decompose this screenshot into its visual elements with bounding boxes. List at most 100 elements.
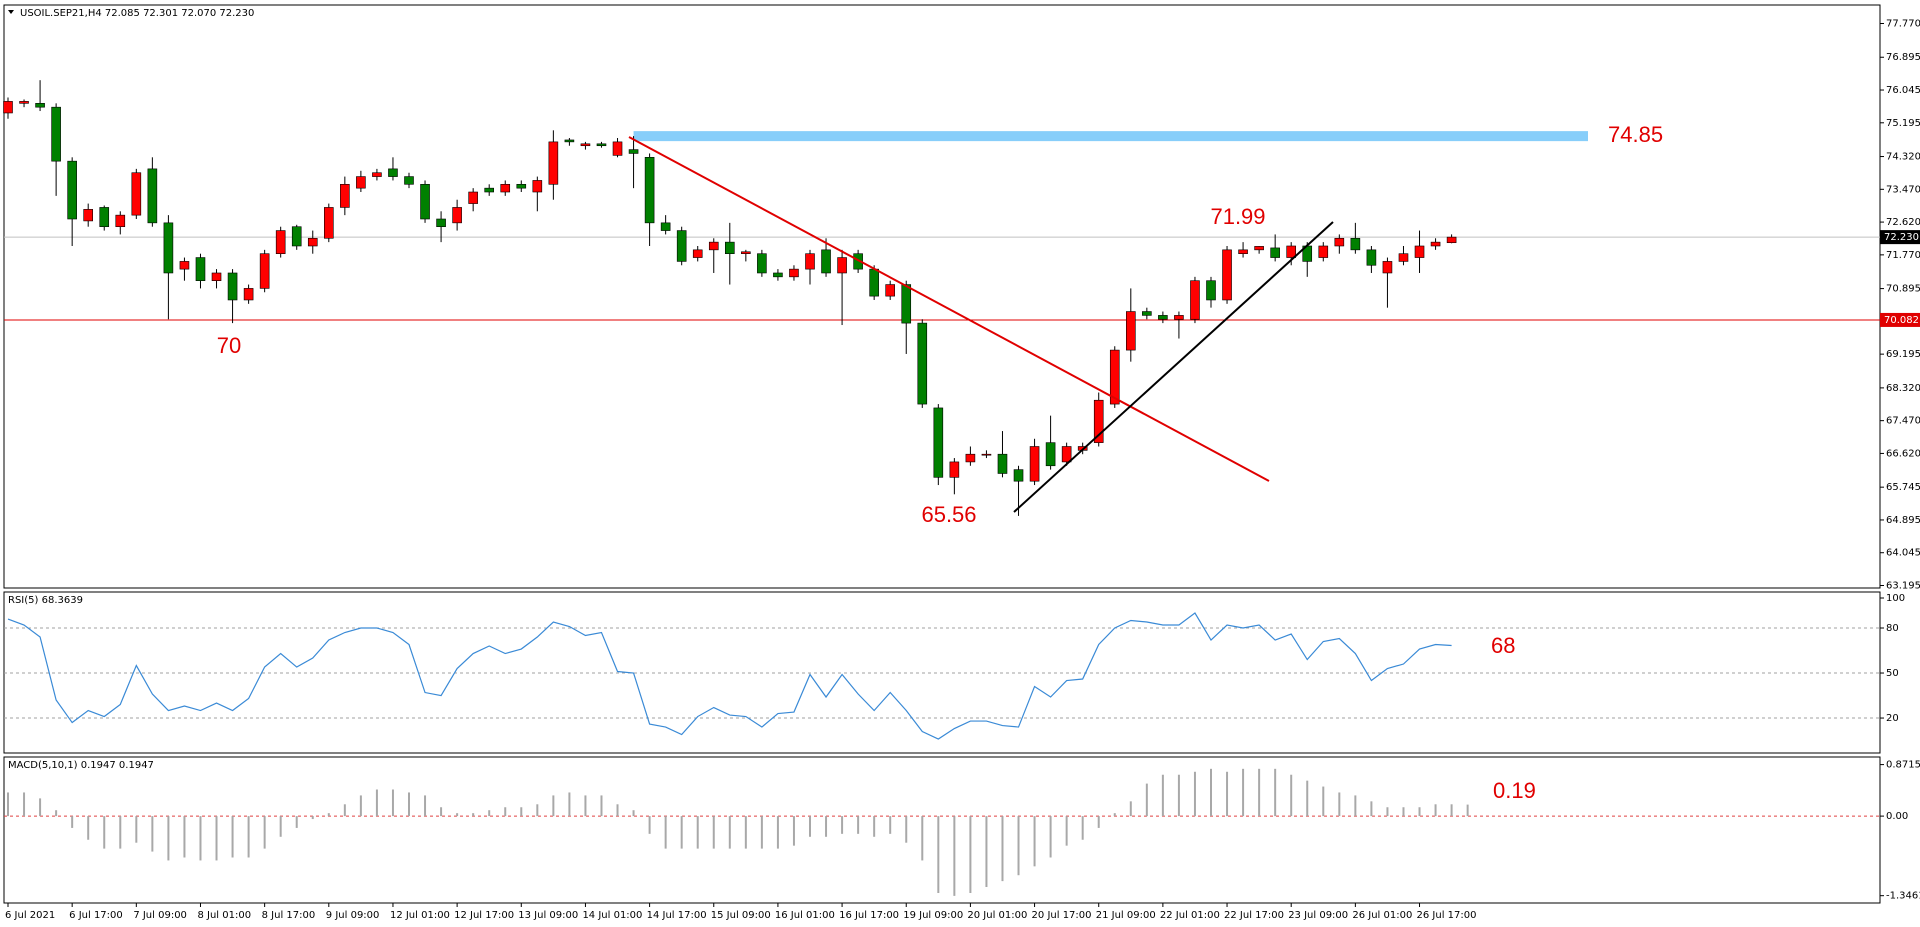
candle-body — [500, 183, 511, 193]
candle-body — [612, 141, 623, 156]
candle-body — [837, 257, 847, 274]
x-tick-label: 6 Jul 2021 — [5, 910, 55, 921]
y-tick-label: 75.195 — [1886, 118, 1920, 129]
candle-body — [291, 226, 302, 247]
y-tick-label: 76.045 — [1886, 85, 1920, 96]
candle-body — [644, 157, 655, 224]
x-tick-label: 14 Jul 01:00 — [582, 910, 642, 921]
candle-body — [388, 168, 398, 177]
candle-body — [179, 261, 190, 270]
y-tick-label: 72.620 — [1886, 217, 1920, 228]
y-tick-label: 77.770 — [1886, 19, 1920, 30]
candle-body — [1350, 237, 1361, 251]
x-tick-label: 12 Jul 17:00 — [454, 910, 514, 921]
y-tick-label: 71.770 — [1886, 250, 1920, 261]
candle-body — [580, 143, 591, 147]
candle-body — [163, 222, 174, 274]
candle-body — [147, 168, 158, 224]
candle-body — [532, 180, 543, 193]
candle-body — [484, 187, 495, 193]
candle-body — [869, 268, 879, 297]
candle-body — [933, 407, 944, 478]
candle-body — [420, 183, 430, 220]
candle-body — [1414, 245, 1425, 258]
candle-body — [195, 257, 206, 281]
trend-line — [1013, 221, 1334, 513]
candle-body — [404, 176, 414, 185]
price-tag — [1880, 230, 1920, 245]
y-tick-label: 67.470 — [1886, 416, 1920, 427]
x-tick-label: 21 Jul 09:00 — [1096, 910, 1156, 921]
candle-body — [1382, 261, 1393, 274]
x-tick-label: 7 Jul 09:00 — [133, 910, 187, 921]
candle-body — [259, 253, 270, 289]
rsi-line — [7, 612, 1452, 740]
y-tick-label: 64.895 — [1886, 515, 1920, 526]
candle-body — [340, 183, 350, 208]
x-tick-label: 8 Jul 01:00 — [197, 910, 251, 921]
candle-body — [708, 241, 719, 251]
candle-body — [949, 461, 960, 478]
x-tick-label: 22 Jul 17:00 — [1224, 910, 1284, 921]
candle-body — [773, 272, 783, 278]
annotation: 68 — [1491, 633, 1515, 658]
trend-line — [628, 136, 1270, 482]
y-tick-label: 0.00 — [1886, 811, 1908, 822]
candle-body — [596, 143, 607, 147]
candle-body — [227, 272, 238, 301]
candle-body — [564, 139, 575, 143]
candle-body — [1238, 249, 1248, 255]
candle-body — [356, 176, 366, 189]
candle-body — [307, 237, 318, 247]
menu-arrow[interactable] — [8, 10, 14, 14]
y-tick-label: 80 — [1886, 623, 1899, 634]
candle-body — [692, 249, 703, 258]
candle-body — [1446, 236, 1457, 244]
candle-body — [3, 101, 13, 114]
candle-body — [211, 272, 222, 281]
y-tick-label: 100 — [1886, 593, 1905, 604]
candle-body — [1061, 446, 1072, 463]
y-tick-label: 74.320 — [1886, 152, 1920, 163]
candle-body — [917, 322, 928, 405]
x-tick-label: 12 Jul 01:00 — [390, 910, 450, 921]
panel-title: MACD(5,10,1) 0.1947 0.1947 — [8, 760, 154, 771]
candle-body — [19, 101, 29, 104]
y-tick-label: 70.895 — [1886, 284, 1920, 295]
x-tick-label: 23 Jul 09:00 — [1288, 910, 1348, 921]
candle-body — [981, 453, 992, 456]
candle-body — [1126, 311, 1136, 351]
panel-frame — [3, 591, 1881, 754]
y-tick-label: 0.8715 — [1886, 760, 1920, 771]
x-tick-label: 16 Jul 17:00 — [839, 910, 899, 921]
candle-body — [323, 207, 334, 239]
candle-body — [1206, 280, 1216, 301]
candle-body — [1270, 247, 1280, 258]
annotation: 65.56 — [921, 502, 976, 527]
candle-body — [131, 172, 142, 216]
y-tick-label: 50 — [1886, 668, 1899, 679]
y-tick-label: 76.895 — [1886, 52, 1920, 63]
x-tick-label: 9 Jul 09:00 — [326, 910, 380, 921]
candle-body — [789, 268, 799, 278]
candle-body — [1334, 237, 1345, 247]
annotation: 0.19 — [1493, 778, 1536, 803]
candle-body — [660, 222, 671, 231]
candle-body — [997, 453, 1008, 474]
annotation: 70 — [217, 333, 241, 358]
candle-body — [1286, 245, 1296, 258]
candle-body — [1029, 446, 1040, 482]
candle-body — [1109, 349, 1120, 405]
candle-body — [243, 288, 254, 301]
price-tag — [1880, 312, 1920, 327]
candle-body — [1398, 253, 1409, 262]
y-tick-label: 20 — [1886, 713, 1899, 724]
x-tick-label: 22 Jul 01:00 — [1160, 910, 1220, 921]
candle-body — [99, 207, 110, 228]
price-tag-label: 70.082 — [1884, 315, 1919, 326]
y-tick-label: 65.745 — [1886, 482, 1920, 493]
candle-body — [1366, 249, 1377, 266]
candle-body — [853, 253, 863, 270]
candle-body — [115, 214, 126, 228]
